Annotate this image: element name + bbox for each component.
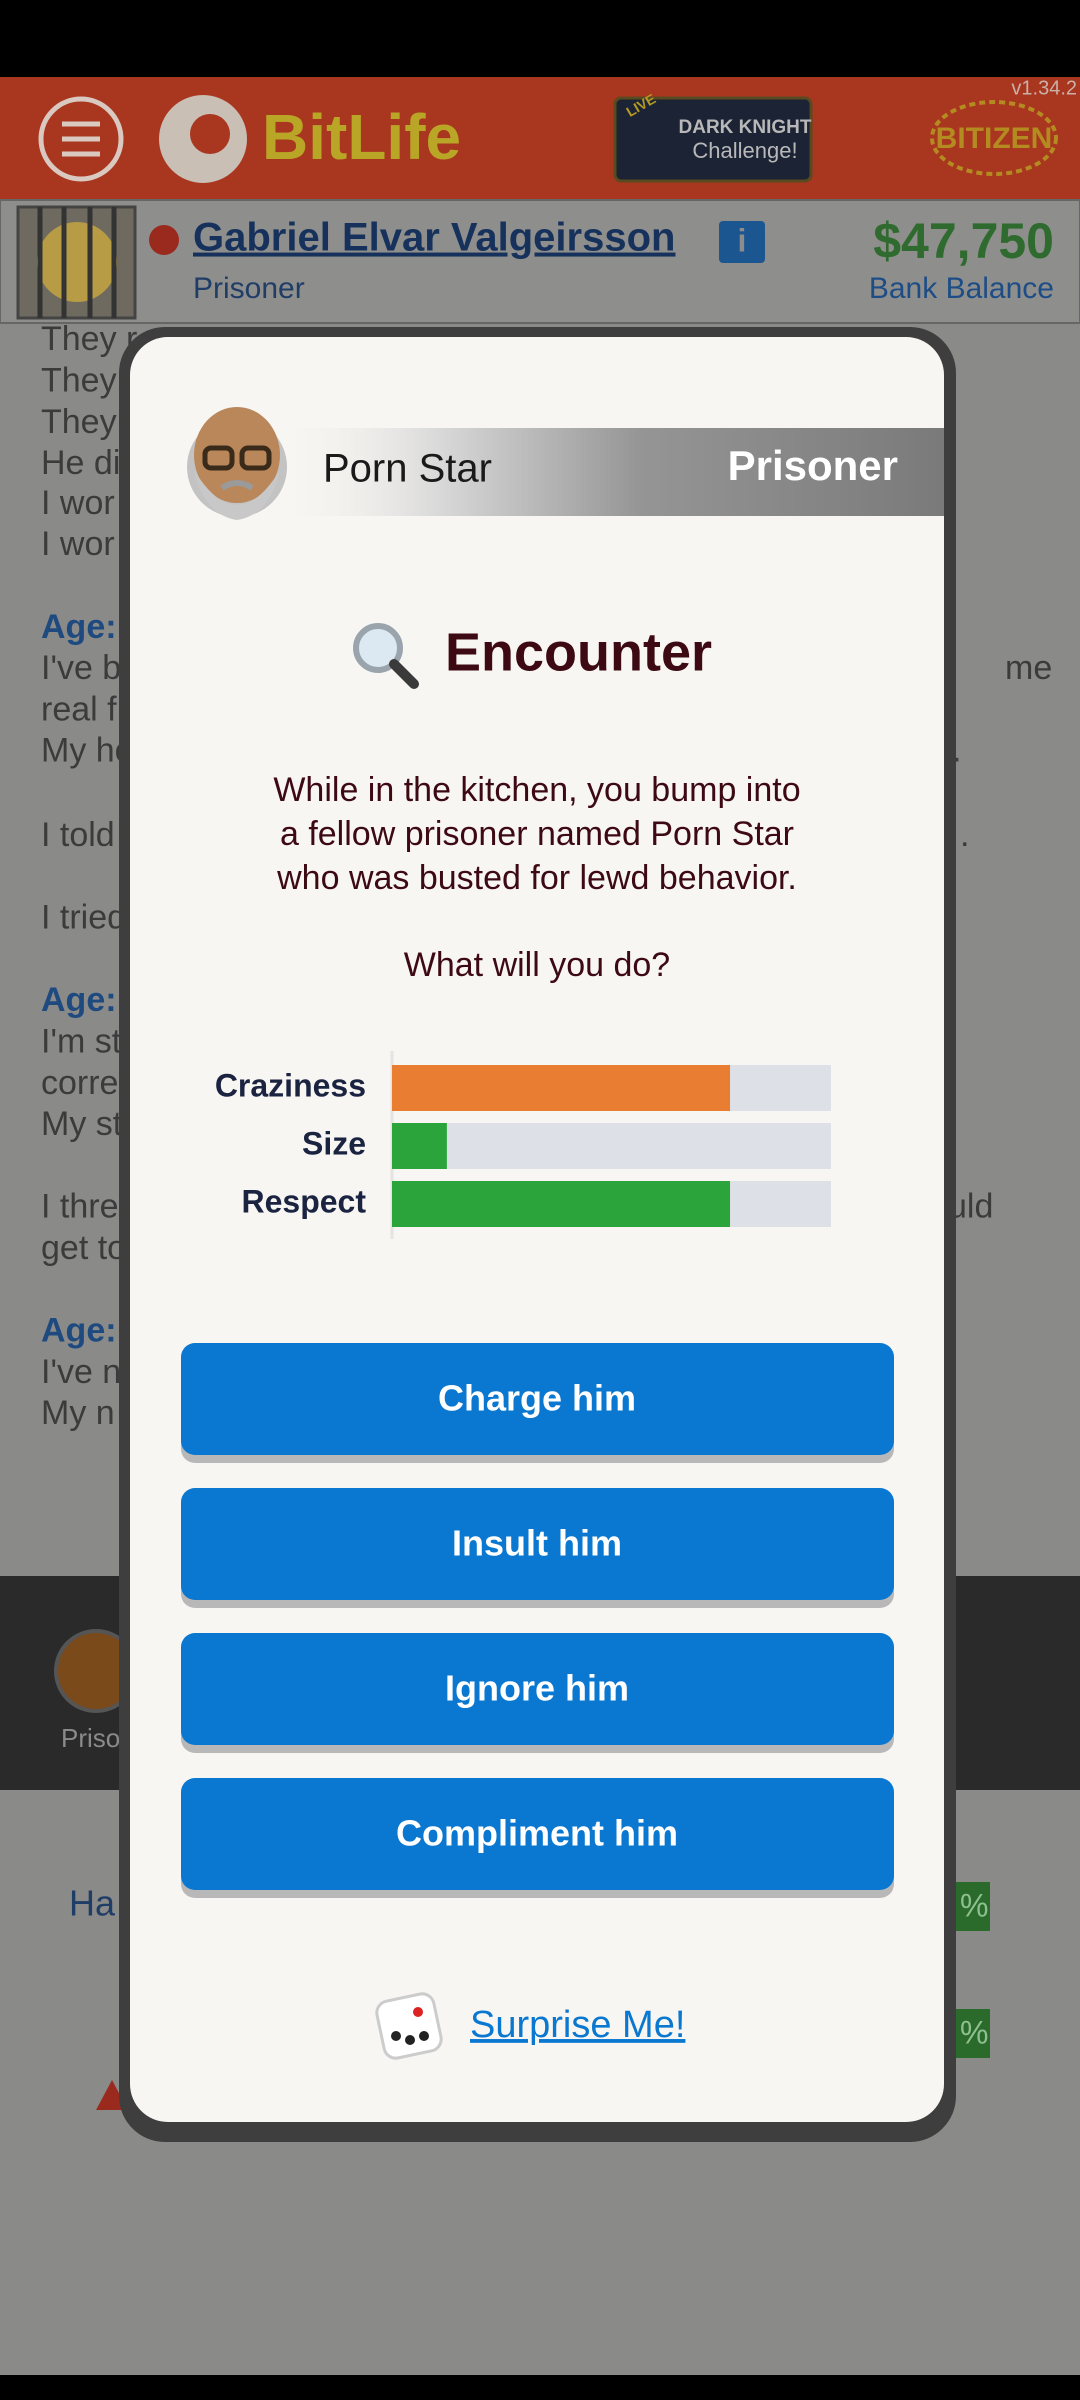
choice-label[interactable]: Charge him (438, 1378, 636, 1419)
person-role: Prisoner (728, 442, 898, 489)
log-line: Age: (41, 1312, 117, 1350)
log-line: I tried (41, 899, 126, 937)
log-line: . (952, 732, 961, 770)
choice-button[interactable] (181, 1778, 894, 1890)
balance-label: Bank Balance (869, 272, 1054, 305)
tab-label: Priso (61, 1723, 120, 1753)
challenge-banner (613, 96, 813, 183)
profile-name: Gabriel Elvar Valgeirsson (193, 216, 675, 260)
choice-button[interactable] (181, 1343, 894, 1455)
flag (149, 225, 179, 255)
choice-label[interactable]: Insult him (452, 1523, 622, 1564)
status-bar (0, 0, 1080, 77)
bitizen-label: BITIZEN (936, 122, 1053, 155)
info-button (719, 221, 765, 263)
row-label: Ha (69, 1883, 116, 1924)
challenge-subtitle: Challenge! (692, 138, 797, 163)
profile-status: Prisoner (193, 272, 305, 305)
log-line: . (960, 816, 969, 854)
description-line: While in the kitchen, you bump into (273, 771, 800, 809)
log-line: me (1005, 649, 1052, 687)
profile-face (37, 222, 117, 302)
stat-label: Craziness (215, 1067, 366, 1103)
balance: $47,750 (873, 213, 1054, 269)
challenge-title: DARK KNIGHT (679, 117, 812, 138)
stat-label: Size (302, 1125, 366, 1161)
profile-bar (0, 199, 1080, 324)
log-line: Age: (41, 608, 117, 646)
log-line: I wor (41, 525, 115, 563)
log-line: They (41, 403, 117, 441)
choices: Charge him Insult him Ignore him Compliment… (181, 1343, 894, 1898)
magnifier-icon (353, 623, 419, 689)
surprise-link[interactable]: Surprise Me! (470, 2004, 685, 2046)
percent: % (960, 2014, 988, 2050)
choice-label[interactable]: Ignore him (445, 1668, 629, 1709)
log-line: I wor (41, 484, 115, 522)
stat-label: Respect (242, 1183, 367, 1219)
stat-track (392, 1123, 831, 1169)
modal-title: Encounter (445, 622, 712, 682)
log-line: I've b (41, 649, 121, 687)
person-name: Porn Star (323, 447, 492, 491)
log-line: They r (41, 320, 137, 358)
stat-bar (392, 1123, 447, 1169)
dice-icon (375, 1992, 443, 2060)
version: v1.34.2 (1011, 77, 1077, 99)
info-icon: i (738, 222, 747, 258)
person-avatar (187, 407, 287, 520)
stat-bar (392, 1181, 731, 1227)
choice-button[interactable] (181, 1633, 894, 1745)
person-banner (270, 428, 944, 516)
logo-baby (190, 114, 230, 154)
log-line: My st (41, 1105, 123, 1143)
percent: % (960, 1887, 988, 1923)
stat-bar (392, 1065, 731, 1111)
log-line: I thre (41, 1188, 118, 1226)
log-line: My ho (41, 732, 134, 770)
log-line: I told (41, 816, 115, 854)
log-line: My n (41, 1394, 115, 1432)
nav-bar (0, 2375, 1080, 2400)
description-line: who was busted for lewd behavior. (276, 859, 797, 897)
log-line: real f (41, 690, 117, 728)
description-line: a fellow prisoner named Porn Star (280, 815, 794, 853)
log-line: They (41, 361, 117, 399)
choice-button[interactable] (181, 1488, 894, 1600)
log-line: get to (41, 1229, 126, 1267)
bitizen-badge (930, 100, 1058, 176)
menu-button (38, 96, 124, 182)
stats: Craziness Size Respect (215, 1051, 831, 1239)
choice-label[interactable]: Compliment him (396, 1813, 678, 1854)
log-line: I've n (41, 1353, 121, 1391)
log-line: I'm st (41, 1022, 122, 1060)
log-line: Age: (41, 981, 117, 1019)
log-line: He di (41, 444, 120, 482)
log-line: corre (41, 1064, 118, 1102)
question: What will you do? (404, 946, 670, 984)
logo: BitLife (262, 101, 461, 173)
menu-icon (62, 121, 100, 157)
jail-bars (37, 207, 117, 318)
